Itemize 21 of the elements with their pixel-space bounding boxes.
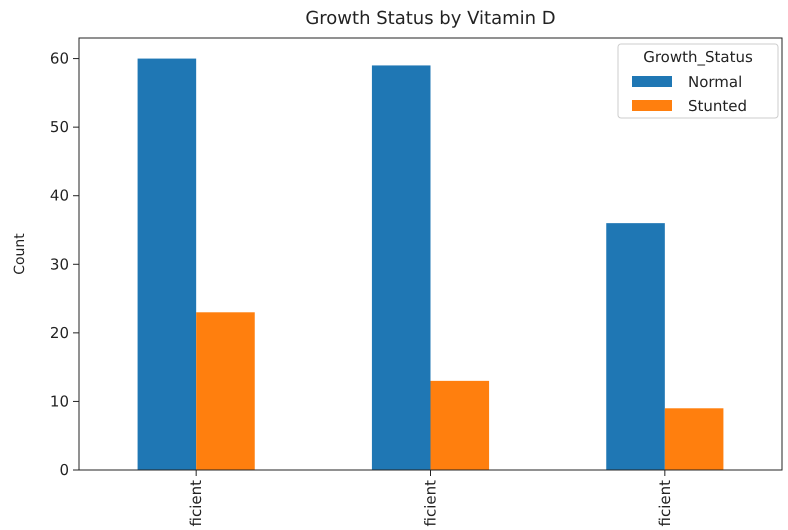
y-tick-label: 50 xyxy=(50,118,69,136)
bar xyxy=(372,65,430,470)
legend-title: Growth_Status xyxy=(643,48,753,66)
bar xyxy=(138,58,196,470)
chart-title: Growth Status by Vitamin D xyxy=(305,8,556,29)
bar xyxy=(664,408,724,470)
legend-label: Stunted xyxy=(688,97,748,115)
y-tick-label: 0 xyxy=(59,461,69,479)
x-tick-label: ficient xyxy=(422,480,440,526)
bar xyxy=(430,380,490,470)
bar xyxy=(606,223,665,470)
y-axis-title: Count xyxy=(12,232,28,275)
y-tick-label: 60 xyxy=(50,50,69,68)
y-tick-label: 10 xyxy=(50,392,69,410)
x-tick-label: ficient xyxy=(187,480,206,526)
x-tick-label: ficient xyxy=(656,480,674,526)
y-tick-label: 40 xyxy=(50,186,69,205)
legend-label: Normal xyxy=(688,73,742,91)
bar xyxy=(196,312,255,470)
y-tick-label: 20 xyxy=(50,324,69,342)
y-tick-label: 30 xyxy=(50,255,69,274)
